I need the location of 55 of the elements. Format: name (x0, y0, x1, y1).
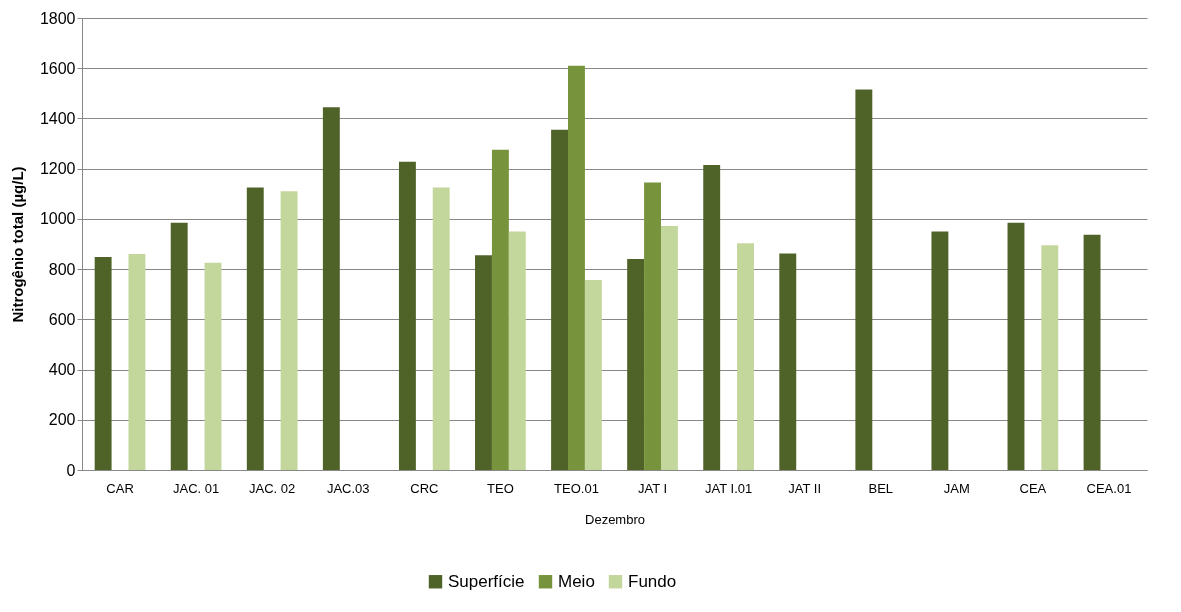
bar (432, 187, 450, 470)
x-tick-label: CEA.01 (1086, 480, 1132, 496)
y-tick-label: 600 (48, 310, 76, 328)
x-tick-label: CRC (410, 480, 439, 496)
y-axis-title: Nitrogênio total (µg/L) (8, 166, 26, 323)
bar (475, 255, 492, 470)
bar (855, 89, 873, 470)
bar (703, 164, 721, 470)
x-tick-label: TEO (487, 480, 514, 496)
y-tick-label: 1200 (39, 160, 76, 178)
y-tick-label: 0 (66, 461, 76, 479)
bar (322, 107, 340, 470)
x-tick-label: TEO.01 (554, 480, 599, 496)
y-tick-label: 1800 (39, 9, 76, 27)
bar (568, 65, 585, 470)
x-tick-label: JAC. 01 (172, 480, 220, 496)
x-tick-label: JAT II (788, 480, 822, 496)
y-tick-label: 800 (48, 260, 76, 278)
x-tick-label: CEA (1019, 480, 1047, 496)
bar (398, 161, 416, 470)
legend-label: Fundo (628, 571, 677, 591)
x-axis-title: Dezembro (585, 511, 645, 527)
legend-label: Meio (558, 571, 595, 591)
x-tick-label: JAC.03 (326, 480, 370, 496)
bar (660, 225, 678, 470)
bar (94, 257, 112, 470)
x-tick-label: JAT I (637, 480, 668, 496)
bar (508, 231, 526, 470)
y-tick-label: 200 (48, 411, 76, 429)
bar (779, 253, 797, 470)
x-tick-label: JAC. 02 (249, 480, 296, 496)
bar (1007, 222, 1025, 470)
y-tick-label: 1000 (39, 210, 76, 228)
x-tick-label: JAT I.01 (705, 480, 753, 496)
bar (627, 259, 645, 470)
bar (1041, 245, 1059, 470)
y-tick-label: 400 (48, 361, 76, 379)
bar (1083, 234, 1101, 470)
bar (170, 222, 188, 470)
bar (737, 243, 754, 470)
legend-label: Superfície (448, 571, 525, 591)
x-tick-label: CAR (106, 480, 134, 496)
bar (128, 254, 146, 470)
x-tick-label: JAM (943, 480, 970, 496)
bar (491, 149, 509, 470)
bar (931, 231, 949, 470)
bar (280, 191, 298, 470)
bar (584, 279, 602, 470)
bar (204, 262, 222, 470)
bar (644, 182, 661, 470)
x-tick-label: BEL (868, 480, 894, 496)
bar (551, 129, 569, 470)
y-tick-label: 1600 (39, 59, 76, 77)
bar (246, 187, 264, 470)
y-tick-label: 1400 (39, 109, 76, 127)
